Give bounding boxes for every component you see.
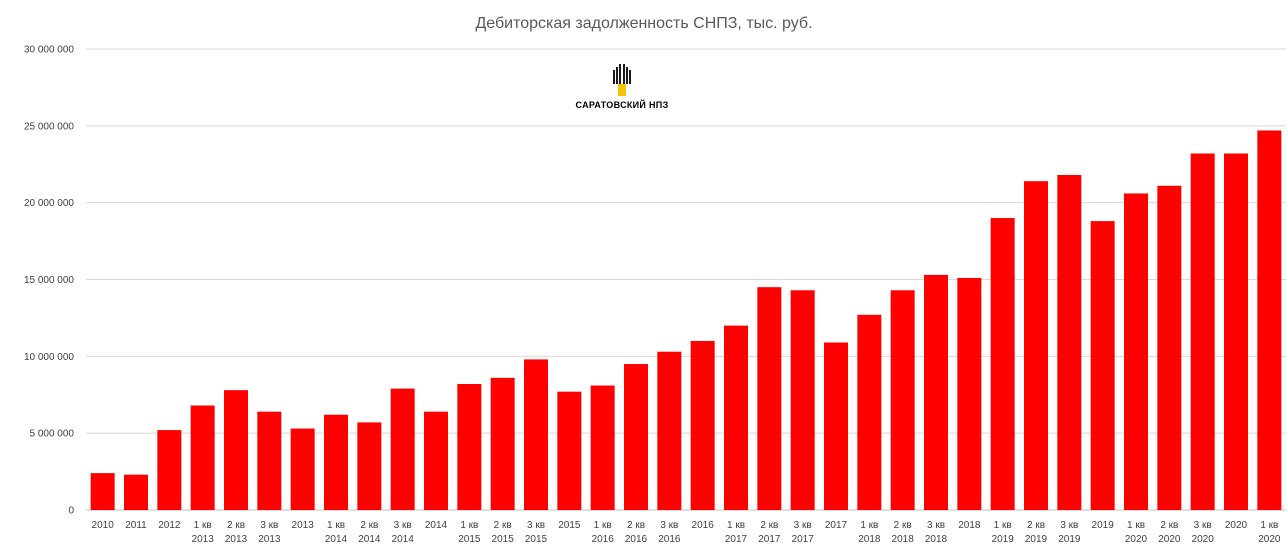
logo-text: САРАТОВСКИЙ НПЗ xyxy=(575,99,668,110)
bar xyxy=(857,314,882,510)
x-tick-label: 2 кв 2015 xyxy=(492,520,515,545)
x-tick-label: 3 кв 2018 xyxy=(925,520,948,545)
x-tick-label: 2012 xyxy=(158,520,181,531)
x-tick-label: 2020 xyxy=(1225,520,1248,531)
y-axis-ticks: 0 5 000 000 10 000 000 15 000 000 20 000 000… xyxy=(24,45,75,517)
bar xyxy=(724,325,748,510)
x-tick-label: 3 кв 2017 xyxy=(792,520,815,545)
bar xyxy=(757,287,782,510)
bar xyxy=(557,391,582,510)
gridlines xyxy=(86,48,1286,511)
bar xyxy=(190,405,215,510)
y-tick-label: 25 000 000 xyxy=(24,121,74,132)
x-tick-label: 2016 xyxy=(692,520,715,531)
chart-title: Дебиторская задолженность СНПЗ, тыс. руб… xyxy=(475,15,812,32)
bar xyxy=(1024,181,1048,511)
bar xyxy=(590,385,615,510)
y-tick-label: 5 000 000 xyxy=(30,429,75,440)
bar xyxy=(657,351,682,510)
x-tick-label: 1 кв 2014 xyxy=(325,520,348,545)
y-tick-label: 30 000 000 xyxy=(24,45,74,56)
y-tick-label: 0 xyxy=(68,506,74,517)
x-tick-label: 3 кв 2020 xyxy=(1192,520,1215,545)
bar xyxy=(524,359,548,510)
bar xyxy=(824,342,848,510)
bar xyxy=(324,414,348,510)
x-tick-label: 2 кв 2020 xyxy=(1158,520,1181,545)
bar xyxy=(90,473,115,510)
x-tick-label: 1 кв 2013 xyxy=(192,520,215,545)
bar xyxy=(224,390,248,510)
x-tick-label: 2018 xyxy=(958,520,981,531)
bar xyxy=(424,411,448,510)
x-tick-label: 1 кв 2015 xyxy=(458,520,481,545)
bar xyxy=(1190,153,1215,510)
bar xyxy=(957,277,982,510)
x-tick-label: 2010 xyxy=(92,520,115,531)
x-tick-label: 2 кв 2017 xyxy=(758,520,781,545)
bar xyxy=(990,218,1015,511)
bar xyxy=(490,377,515,510)
bar xyxy=(1090,221,1115,510)
bar xyxy=(1257,130,1282,510)
bar xyxy=(890,290,915,510)
y-tick-label: 20 000 000 xyxy=(24,198,74,209)
x-tick-label: 3 кв 2013 xyxy=(258,520,281,545)
y-tick-label: 10 000 000 xyxy=(24,352,74,363)
x-tick-label: 2017 xyxy=(825,520,848,531)
x-tick-label: 2011 xyxy=(125,520,147,531)
x-tick-label: 3 кв 2016 xyxy=(658,520,681,545)
x-tick-label: 2 кв 2018 xyxy=(892,520,915,545)
logo: САРАТОВСКИЙ НПЗ xyxy=(575,64,668,110)
rosneft-logo-icon xyxy=(613,64,631,96)
x-tick-label: 1 кв 2018 xyxy=(858,520,881,545)
y-tick-label: 15 000 000 xyxy=(24,275,74,286)
x-tick-label: 1 кв 2016 xyxy=(592,520,615,545)
x-tick-label: 2 кв 2019 xyxy=(1025,520,1048,545)
bar xyxy=(624,364,648,510)
bar xyxy=(1224,153,1248,510)
x-tick-label: 2014 xyxy=(425,520,448,531)
x-tick-label: 2 кв 2013 xyxy=(225,520,248,545)
bar xyxy=(357,422,382,510)
bar xyxy=(1157,185,1182,510)
x-tick-label: 1 кв 2020 xyxy=(1125,520,1148,545)
x-axis-ticks: 2010 2011 2012 1 кв 2013 2 кв 2013 3 кв 2013 2013… xyxy=(92,520,1281,545)
bar xyxy=(390,388,415,510)
bar xyxy=(924,274,948,510)
bar xyxy=(1057,175,1082,511)
x-tick-label: 3 кв 2019 xyxy=(1058,520,1081,545)
x-tick-label: 3 кв 2014 xyxy=(392,520,415,545)
x-tick-label: 2 кв 2014 xyxy=(358,520,381,545)
x-tick-label: 1 кв 2019 xyxy=(992,520,1015,545)
bars xyxy=(90,130,1282,511)
x-tick-label: 2015 xyxy=(558,520,581,531)
x-tick-label: 2019 xyxy=(1092,520,1115,531)
bar xyxy=(124,474,148,510)
bar xyxy=(690,340,715,510)
x-tick-label: 1 кв 2017 xyxy=(725,520,748,545)
x-tick-label: 1 кв 2020 xyxy=(1258,520,1281,545)
x-tick-label: 3 кв 2015 xyxy=(525,520,548,545)
bar xyxy=(257,411,282,510)
bar xyxy=(1124,193,1148,511)
x-tick-label: 2013 xyxy=(292,520,315,531)
x-tick-label: 2 кв 2016 xyxy=(625,520,648,545)
bar xyxy=(290,428,315,510)
bar xyxy=(457,383,482,510)
bar xyxy=(157,430,182,510)
bar xyxy=(790,290,815,510)
